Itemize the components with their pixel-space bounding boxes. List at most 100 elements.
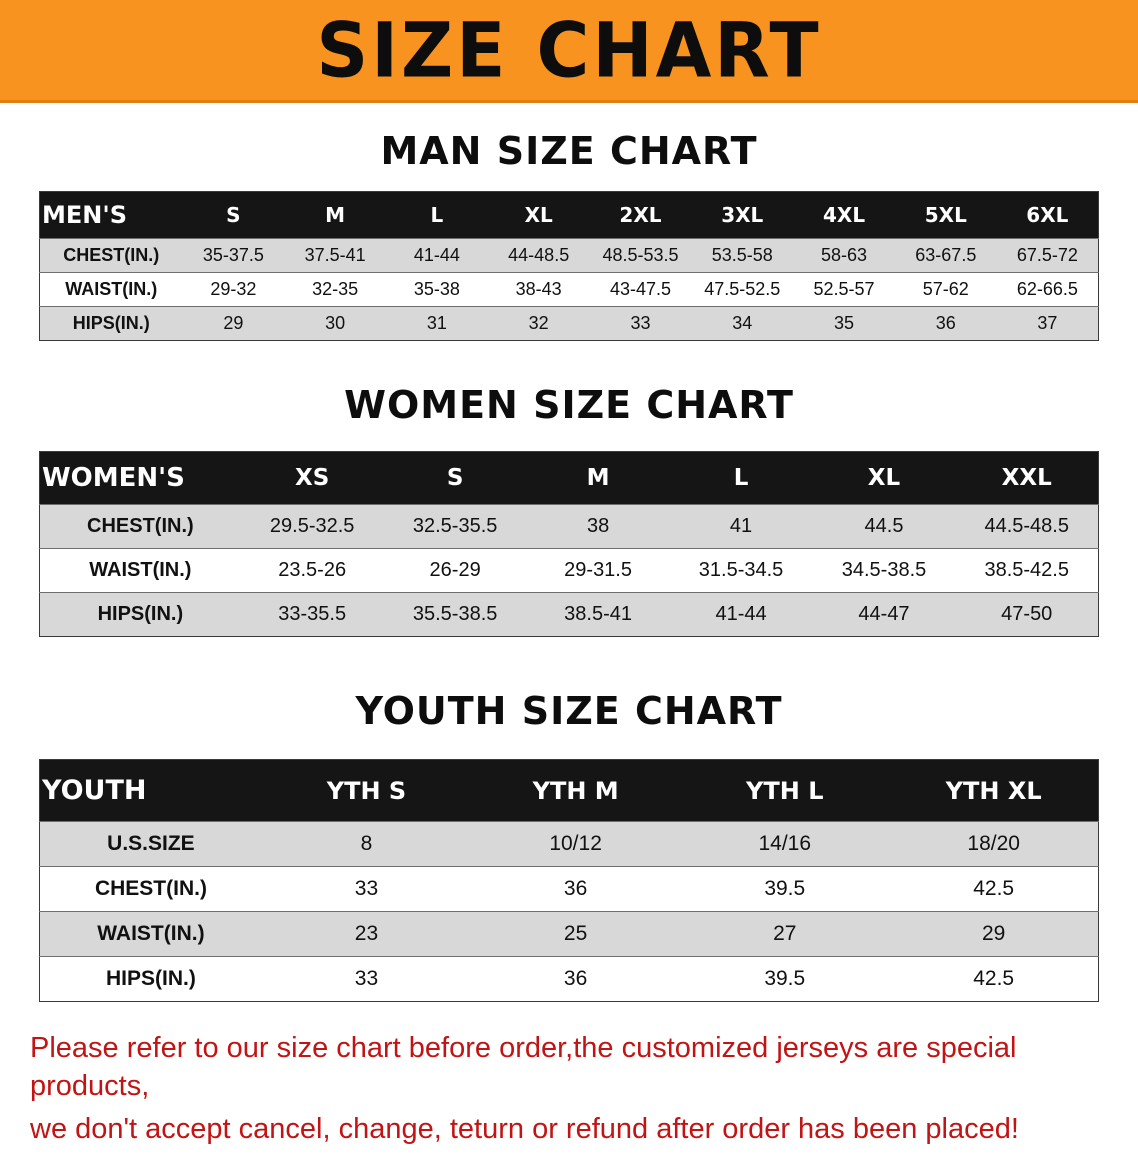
measurement-value: 33: [589, 306, 692, 341]
measurement-value: 38: [526, 504, 670, 549]
table-header-row: MEN'S S M L XL 2XL 3XL 4XL 5XL 6XL: [39, 191, 1099, 239]
measurement-label: WAIST(IN.): [39, 548, 241, 593]
measurement-value: 63-67.5: [894, 238, 997, 273]
measurement-value: 31.5-34.5: [669, 548, 813, 593]
youth-size-table: YOUTH YTH S YTH M YTH L YTH XL U.S.SIZE 8 10/12…: [39, 759, 1099, 1002]
measurement-label: CHEST(IN.): [39, 504, 241, 549]
size-column-header: 5XL: [894, 191, 997, 239]
measurement-label: CHEST(IN.): [39, 238, 183, 273]
size-column-header: YTH S: [261, 759, 472, 822]
size-column-header: 2XL: [589, 191, 692, 239]
size-column-header: S: [182, 191, 285, 239]
measurement-value: 32.5-35.5: [383, 504, 527, 549]
measurement-value: 18/20: [889, 821, 1099, 867]
measurement-value: 48.5-53.5: [589, 238, 692, 273]
table-title-cell: WOMEN'S: [39, 451, 241, 505]
women-section-heading: WOMEN SIZE CHART: [344, 383, 794, 427]
measurement-value: 36: [471, 956, 681, 1002]
measurement-value: 32: [487, 306, 590, 341]
measurement-value: 33: [261, 956, 472, 1002]
youth-section-heading: YOUTH SIZE CHART: [355, 689, 783, 733]
measurement-value: 35-37.5: [182, 238, 285, 273]
measurement-value: 27: [680, 911, 890, 957]
measurement-label: CHEST(IN.): [39, 866, 262, 912]
measurement-value: 44.5-48.5: [955, 504, 1099, 549]
table-row: HIPS(IN.) 33 36 39.5 42.5: [39, 956, 1099, 1002]
men-size-section: MAN SIZE CHART MEN'S S M L XL 2XL 3XL 4XL 5XL 6XL…: [0, 129, 1138, 341]
measurement-value: 32-35: [284, 272, 387, 307]
measurement-value: 35-38: [386, 272, 488, 307]
measurement-value: 44-47: [812, 592, 956, 637]
size-column-header: S: [383, 451, 527, 505]
measurement-value: 62-66.5: [996, 272, 1099, 307]
measurement-value: 37: [996, 306, 1099, 341]
measurement-value: 44-48.5: [487, 238, 590, 273]
size-column-header: 4XL: [793, 191, 895, 239]
measurement-value: 42.5: [889, 866, 1099, 912]
measurement-value: 29.5-32.5: [240, 504, 384, 549]
measurement-value: 57-62: [894, 272, 997, 307]
measurement-value: 29: [182, 306, 285, 341]
measurement-value: 47-50: [955, 592, 1099, 637]
footer-note-line-2: we don't accept cancel, change, teturn o…: [30, 1113, 1019, 1146]
measurement-value: 23.5-26: [240, 548, 384, 593]
women-size-section: WOMEN SIZE CHART WOMEN'S XS S M L XL XXL CHEST(…: [0, 383, 1138, 637]
measurement-value: 29-32: [182, 272, 285, 307]
size-column-header: M: [284, 191, 387, 239]
women-size-table: WOMEN'S XS S M L XL XXL CHEST(IN.) 29.5-32.5 32.5…: [39, 451, 1099, 637]
measurement-value: 14/16: [680, 821, 890, 867]
size-column-header: 6XL: [996, 191, 1099, 239]
footer-note-line-1: Please refer to our size chart before or…: [30, 1032, 1017, 1102]
table-header-row: WOMEN'S XS S M L XL XXL: [39, 451, 1099, 505]
measurement-value: 35.5-38.5: [383, 592, 527, 637]
table-title-cell: MEN'S: [39, 191, 183, 239]
measurement-label: HIPS(IN.): [39, 592, 241, 637]
measurement-value: 26-29: [383, 548, 527, 593]
measurement-label: U.S.SIZE: [39, 821, 262, 867]
measurement-value: 8: [261, 821, 472, 867]
measurement-value: 41-44: [386, 238, 488, 273]
banner: SIZE CHART: [0, 0, 1138, 103]
table-row: WAIST(IN.) 23.5-26 26-29 29-31.5 31.5-34.5 34…: [39, 548, 1099, 593]
table-row: CHEST(IN.) 29.5-32.5 32.5-35.5 38 41 44.5 44.5…: [39, 504, 1099, 549]
table-row: HIPS(IN.) 33-35.5 35.5-38.5 38.5-41 41-44 44-…: [39, 592, 1099, 637]
measurement-value: 41: [669, 504, 813, 549]
size-column-header: XXL: [955, 451, 1099, 505]
table-header-row: YOUTH YTH S YTH M YTH L YTH XL: [39, 759, 1099, 822]
size-column-header: L: [386, 191, 488, 239]
size-column-header: YTH M: [471, 759, 681, 822]
measurement-value: 58-63: [793, 238, 895, 273]
measurement-value: 38.5-41: [526, 592, 670, 637]
measurement-value: 38-43: [487, 272, 590, 307]
measurement-value: 33-35.5: [240, 592, 384, 637]
measurement-value: 36: [894, 306, 997, 341]
measurement-value: 41-44: [669, 592, 813, 637]
measurement-value: 34.5-38.5: [812, 548, 956, 593]
measurement-value: 35: [793, 306, 895, 341]
measurement-value: 34: [691, 306, 794, 341]
measurement-value: 42.5: [889, 956, 1099, 1002]
measurement-value: 53.5-58: [691, 238, 794, 273]
measurement-label: WAIST(IN.): [39, 911, 262, 957]
measurement-value: 30: [284, 306, 387, 341]
measurement-value: 23: [261, 911, 472, 957]
size-column-header: 3XL: [691, 191, 794, 239]
measurement-value: 36: [471, 866, 681, 912]
table-title-cell: YOUTH: [39, 759, 262, 822]
page-title: SIZE CHART: [316, 5, 822, 95]
measurement-value: 31: [386, 306, 488, 341]
size-column-header: XS: [240, 451, 384, 505]
men-size-table: MEN'S S M L XL 2XL 3XL 4XL 5XL 6XL CHEST(IN.) 35-37…: [39, 191, 1099, 341]
measurement-value: 52.5-57: [793, 272, 895, 307]
measurement-value: 29: [889, 911, 1099, 957]
measurement-value: 39.5: [680, 866, 890, 912]
size-column-header: YTH XL: [889, 759, 1099, 822]
measurement-label: WAIST(IN.): [39, 272, 183, 307]
footer-note: Please refer to our size chart before or…: [30, 1030, 1108, 1165]
table-row: CHEST(IN.) 33 36 39.5 42.5: [39, 866, 1099, 912]
men-section-heading: MAN SIZE CHART: [380, 129, 758, 173]
measurement-value: 29-31.5: [526, 548, 670, 593]
measurement-value: 39.5: [680, 956, 890, 1002]
measurement-label: HIPS(IN.): [39, 956, 262, 1002]
